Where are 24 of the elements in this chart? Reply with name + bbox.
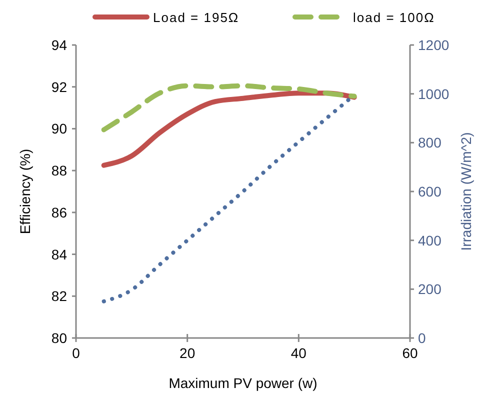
y2-tick-label: 200 xyxy=(418,281,442,298)
y2-tick-label: 600 xyxy=(418,184,442,200)
y2-tick-label: 1200 xyxy=(418,37,450,53)
y-tick-label: 80 xyxy=(51,330,68,346)
y2-axis-title: Irradiation (W/m^2) xyxy=(458,132,474,251)
y-tick-label: 84 xyxy=(51,246,68,262)
y2-tick-label: 800 xyxy=(418,134,442,151)
y-axis-title: Efficiency (%) xyxy=(17,148,33,234)
x-axis-title: Maximum PV power (w) xyxy=(168,375,318,391)
x-tick-label: 0 xyxy=(72,345,80,361)
y-tick-label: 82 xyxy=(51,288,68,304)
x-tick-label: 20 xyxy=(180,345,196,361)
y2-tick-label: 0 xyxy=(418,330,426,346)
y2-tick-label: 400 xyxy=(418,232,442,248)
x-tick-label: 60 xyxy=(402,345,418,361)
y2-tick-label: 1000 xyxy=(418,86,450,102)
y-tick-label: 94 xyxy=(51,37,68,53)
y-tick-label: 92 xyxy=(51,78,68,95)
legend-label: load = 100Ω xyxy=(353,10,435,25)
legend-label: Load = 195Ω xyxy=(153,10,240,25)
x-tick-label: 40 xyxy=(290,345,307,361)
y-tick-label: 86 xyxy=(51,204,68,220)
y-tick-label: 90 xyxy=(51,120,68,137)
y-tick-label: 88 xyxy=(51,162,68,179)
